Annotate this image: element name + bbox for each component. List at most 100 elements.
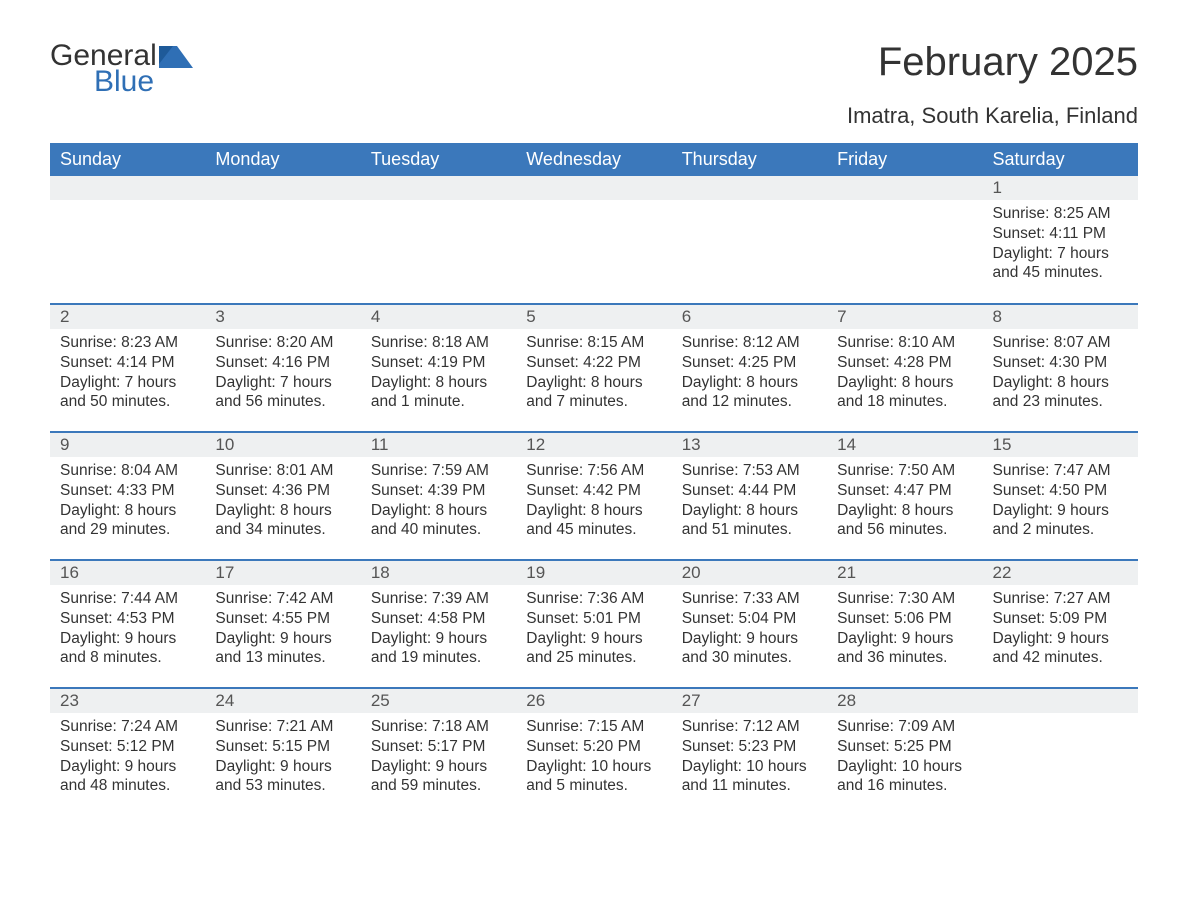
day-details: Sunrise: 8:04 AMSunset: 4:33 PMDaylight:… — [50, 457, 205, 548]
day-sunset: Sunset: 4:28 PM — [837, 353, 972, 373]
day-daylight2: and 56 minutes. — [837, 520, 972, 540]
calendar-cell: 18Sunrise: 7:39 AMSunset: 4:58 PMDayligh… — [361, 560, 516, 688]
day-sunset: Sunset: 4:58 PM — [371, 609, 506, 629]
day-daylight2: and 19 minutes. — [371, 648, 506, 668]
day-details: Sunrise: 7:44 AMSunset: 4:53 PMDaylight:… — [50, 585, 205, 676]
day-number: 6 — [672, 305, 827, 329]
day-daylight1: Daylight: 7 hours — [993, 244, 1128, 264]
day-details: Sunrise: 7:59 AMSunset: 4:39 PMDaylight:… — [361, 457, 516, 548]
day-sunset: Sunset: 4:22 PM — [526, 353, 661, 373]
day-daylight1: Daylight: 8 hours — [215, 501, 350, 521]
day-daylight1: Daylight: 8 hours — [837, 373, 972, 393]
day-details: Sunrise: 7:18 AMSunset: 5:17 PMDaylight:… — [361, 713, 516, 804]
day-details: Sunrise: 8:01 AMSunset: 4:36 PMDaylight:… — [205, 457, 360, 548]
day-sunrise: Sunrise: 7:15 AM — [526, 717, 661, 737]
calendar-week-row: 9Sunrise: 8:04 AMSunset: 4:33 PMDaylight… — [50, 432, 1138, 560]
calendar-cell: 17Sunrise: 7:42 AMSunset: 4:55 PMDayligh… — [205, 560, 360, 688]
day-sunrise: Sunrise: 8:07 AM — [993, 333, 1128, 353]
day-number — [361, 176, 516, 200]
calendar-cell — [516, 176, 671, 304]
day-daylight1: Daylight: 7 hours — [215, 373, 350, 393]
day-daylight2: and 59 minutes. — [371, 776, 506, 796]
day-number: 11 — [361, 433, 516, 457]
day-header: Saturday — [983, 143, 1138, 176]
day-number: 26 — [516, 689, 671, 713]
day-sunset: Sunset: 5:17 PM — [371, 737, 506, 757]
day-sunset: Sunset: 4:25 PM — [682, 353, 817, 373]
day-daylight2: and 25 minutes. — [526, 648, 661, 668]
day-daylight1: Daylight: 10 hours — [682, 757, 817, 777]
day-sunset: Sunset: 5:01 PM — [526, 609, 661, 629]
day-number: 14 — [827, 433, 982, 457]
day-sunrise: Sunrise: 7:47 AM — [993, 461, 1128, 481]
calendar-cell: 11Sunrise: 7:59 AMSunset: 4:39 PMDayligh… — [361, 432, 516, 560]
day-sunset: Sunset: 4:36 PM — [215, 481, 350, 501]
day-details: Sunrise: 8:23 AMSunset: 4:14 PMDaylight:… — [50, 329, 205, 420]
calendar-cell: 24Sunrise: 7:21 AMSunset: 5:15 PMDayligh… — [205, 688, 360, 816]
day-daylight2: and 51 minutes. — [682, 520, 817, 540]
day-daylight2: and 56 minutes. — [215, 392, 350, 412]
day-daylight1: Daylight: 9 hours — [993, 501, 1128, 521]
day-daylight2: and 48 minutes. — [60, 776, 195, 796]
brand-name-2: Blue — [94, 66, 157, 98]
day-number — [672, 176, 827, 200]
day-number: 19 — [516, 561, 671, 585]
day-sunset: Sunset: 5:09 PM — [993, 609, 1128, 629]
day-daylight1: Daylight: 8 hours — [993, 373, 1128, 393]
calendar-week-row: 23Sunrise: 7:24 AMSunset: 5:12 PMDayligh… — [50, 688, 1138, 816]
day-daylight2: and 16 minutes. — [837, 776, 972, 796]
day-number: 9 — [50, 433, 205, 457]
day-details: Sunrise: 7:53 AMSunset: 4:44 PMDaylight:… — [672, 457, 827, 548]
calendar-cell — [361, 176, 516, 304]
day-sunset: Sunset: 4:14 PM — [60, 353, 195, 373]
day-sunrise: Sunrise: 7:18 AM — [371, 717, 506, 737]
day-number — [516, 176, 671, 200]
day-sunrise: Sunrise: 7:33 AM — [682, 589, 817, 609]
day-sunrise: Sunrise: 8:18 AM — [371, 333, 506, 353]
day-sunrise: Sunrise: 8:20 AM — [215, 333, 350, 353]
calendar-cell: 5Sunrise: 8:15 AMSunset: 4:22 PMDaylight… — [516, 304, 671, 432]
calendar-cell: 14Sunrise: 7:50 AMSunset: 4:47 PMDayligh… — [827, 432, 982, 560]
day-daylight2: and 13 minutes. — [215, 648, 350, 668]
day-sunset: Sunset: 5:12 PM — [60, 737, 195, 757]
day-number: 3 — [205, 305, 360, 329]
day-number: 23 — [50, 689, 205, 713]
calendar-cell: 23Sunrise: 7:24 AMSunset: 5:12 PMDayligh… — [50, 688, 205, 816]
day-sunrise: Sunrise: 7:09 AM — [837, 717, 972, 737]
calendar-week-row: 16Sunrise: 7:44 AMSunset: 4:53 PMDayligh… — [50, 560, 1138, 688]
calendar-cell: 4Sunrise: 8:18 AMSunset: 4:19 PMDaylight… — [361, 304, 516, 432]
day-number: 17 — [205, 561, 360, 585]
calendar-cell: 26Sunrise: 7:15 AMSunset: 5:20 PMDayligh… — [516, 688, 671, 816]
calendar-cell — [983, 688, 1138, 816]
day-number: 27 — [672, 689, 827, 713]
day-details: Sunrise: 8:25 AMSunset: 4:11 PMDaylight:… — [983, 200, 1138, 291]
day-daylight1: Daylight: 8 hours — [371, 501, 506, 521]
day-details: Sunrise: 7:33 AMSunset: 5:04 PMDaylight:… — [672, 585, 827, 676]
day-sunrise: Sunrise: 7:53 AM — [682, 461, 817, 481]
calendar-cell — [205, 176, 360, 304]
day-daylight2: and 23 minutes. — [993, 392, 1128, 412]
day-details: Sunrise: 8:12 AMSunset: 4:25 PMDaylight:… — [672, 329, 827, 420]
day-number — [827, 176, 982, 200]
day-details: Sunrise: 7:39 AMSunset: 4:58 PMDaylight:… — [361, 585, 516, 676]
day-daylight1: Daylight: 8 hours — [837, 501, 972, 521]
calendar-cell: 9Sunrise: 8:04 AMSunset: 4:33 PMDaylight… — [50, 432, 205, 560]
page-subtitle: Imatra, South Karelia, Finland — [50, 103, 1138, 129]
day-daylight1: Daylight: 10 hours — [837, 757, 972, 777]
day-number: 8 — [983, 305, 1138, 329]
header: General Blue February 2025 — [50, 40, 1138, 97]
calendar-cell: 2Sunrise: 8:23 AMSunset: 4:14 PMDaylight… — [50, 304, 205, 432]
day-daylight1: Daylight: 9 hours — [526, 629, 661, 649]
day-sunrise: Sunrise: 8:04 AM — [60, 461, 195, 481]
day-daylight1: Daylight: 9 hours — [993, 629, 1128, 649]
day-header-row: Sunday Monday Tuesday Wednesday Thursday… — [50, 143, 1138, 176]
day-sunset: Sunset: 4:11 PM — [993, 224, 1128, 244]
day-header: Thursday — [672, 143, 827, 176]
day-daylight1: Daylight: 9 hours — [371, 629, 506, 649]
day-sunset: Sunset: 4:33 PM — [60, 481, 195, 501]
day-details: Sunrise: 7:21 AMSunset: 5:15 PMDaylight:… — [205, 713, 360, 804]
day-number: 16 — [50, 561, 205, 585]
day-details: Sunrise: 7:36 AMSunset: 5:01 PMDaylight:… — [516, 585, 671, 676]
day-daylight2: and 7 minutes. — [526, 392, 661, 412]
day-daylight2: and 18 minutes. — [837, 392, 972, 412]
